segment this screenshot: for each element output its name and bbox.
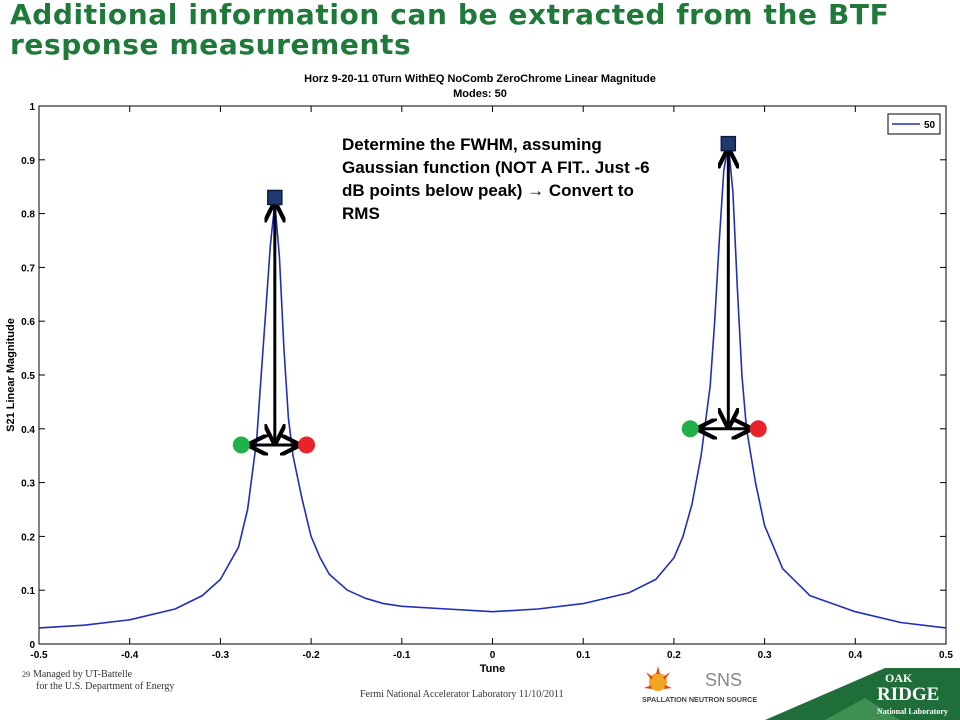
footer-center: Fermi National Accelerator Laboratory 11… bbox=[360, 689, 564, 700]
legend: 50 bbox=[887, 113, 941, 135]
x-axis-label: Tune bbox=[480, 663, 505, 675]
slide-title: Additional information can be extracted … bbox=[10, 0, 890, 61]
y-tick-label: 0.2 bbox=[21, 532, 35, 543]
sns-logo: SNS SPALLATION NEUTRON SOURCE bbox=[642, 666, 757, 704]
y-tick-label: 0.8 bbox=[21, 210, 35, 221]
sns-mark: SNS bbox=[705, 670, 742, 690]
sun-burst-icon bbox=[644, 666, 672, 691]
x-tick-label: 0.1 bbox=[576, 650, 590, 661]
footer-left: 29 Managed by UT-Battelle for the U.S. De… bbox=[22, 669, 174, 693]
ornl-line1: OAK bbox=[885, 671, 913, 685]
y-tick-label: 0.1 bbox=[21, 586, 35, 597]
y-tick-label: 0.6 bbox=[21, 317, 35, 328]
peak-marker bbox=[267, 189, 283, 206]
y-tick-label: 0.4 bbox=[21, 425, 35, 436]
x-tick-label: 0 bbox=[490, 650, 496, 661]
y-tick-label: 0.7 bbox=[21, 263, 35, 274]
x-tick-label: -0.5 bbox=[30, 650, 48, 661]
y-tick-label: 1 bbox=[29, 102, 35, 113]
sns-text: SPALLATION NEUTRON SOURCE bbox=[642, 695, 757, 704]
legend-label: 50 bbox=[924, 120, 936, 131]
x-tick-label: -0.3 bbox=[212, 650, 230, 661]
x-tick-label: -0.1 bbox=[393, 650, 411, 661]
chart-title: Horz 9-20-11 0Turn WithEQ NoComb ZeroChr… bbox=[304, 73, 656, 85]
fwhm-left-marker bbox=[232, 436, 250, 454]
y-tick-label: 0 bbox=[29, 640, 35, 651]
x-tick-label: 0.3 bbox=[758, 650, 772, 661]
y-tick-label: 0.5 bbox=[21, 371, 35, 382]
x-tick-label: 0.2 bbox=[667, 650, 681, 661]
series-line-50 bbox=[38, 142, 947, 629]
x-tick-label: -0.4 bbox=[121, 650, 139, 661]
y-tick-label: 0.3 bbox=[21, 479, 35, 490]
fwhm-left-marker bbox=[681, 420, 699, 438]
y-axis-label: S21 Linear Magnitude bbox=[5, 318, 17, 432]
ornl-line2: RIDGE bbox=[877, 684, 939, 705]
for-doe-text: for the U.S. Department of Energy bbox=[36, 681, 175, 692]
fwhm-right-marker bbox=[749, 420, 767, 438]
fwhm-annotation: Determine the FWHM, assuming Gaussian fu… bbox=[342, 135, 650, 223]
page-number: 29 bbox=[22, 670, 30, 679]
ornl-line3: National Laboratory bbox=[877, 707, 948, 716]
fwhm-right-marker bbox=[298, 436, 316, 454]
peak-marker bbox=[720, 135, 737, 152]
x-tick-label: 0.5 bbox=[939, 650, 953, 661]
chart-subtitle: Modes: 50 bbox=[453, 88, 507, 100]
x-tick-label: -0.2 bbox=[302, 650, 320, 661]
ornl-logo: OAK RIDGE National Laboratory bbox=[765, 668, 960, 720]
managed-by-text: Managed by UT-Battelle bbox=[33, 669, 133, 680]
y-tick-label: 0.9 bbox=[21, 156, 35, 167]
x-tick-label: 0.4 bbox=[848, 650, 862, 661]
